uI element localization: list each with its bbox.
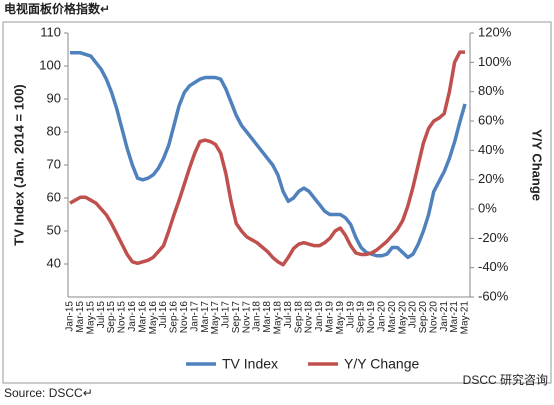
x-tick-label: Jul-19	[345, 301, 356, 329]
x-tick-label: Mar-17	[200, 301, 211, 333]
x-tick-label: May-18	[273, 301, 284, 335]
x-tick-label: Nov-18	[304, 301, 315, 334]
x-tick-label: Jan-15	[65, 301, 76, 332]
x-tick-label: Mar-18	[262, 301, 273, 333]
x-tick-label: Nov-15	[117, 301, 128, 334]
y2-tick-label: -40%	[478, 259, 509, 274]
y-tick-label: 40	[47, 255, 61, 270]
x-tick-label: Mar-15	[75, 301, 86, 333]
y2-axis-title: Y/Y Change	[530, 129, 545, 201]
x-tick-label: Jan-20	[376, 301, 387, 332]
y2-tick-label: -20%	[478, 230, 509, 245]
x-tick-label: Jul-16	[158, 301, 169, 329]
x-tick-label: Sep-17	[231, 301, 242, 334]
x-tick-label: Jul-15	[96, 301, 107, 329]
x-tick-label: Jan-18	[252, 301, 263, 332]
x-tick-label: Sep-19	[356, 301, 367, 334]
page-title: 电视面板价格指数↵	[4, 1, 110, 16]
watermark: DSCC 研究咨询	[463, 372, 548, 387]
y2-tick-label: 60%	[478, 112, 504, 127]
x-tick-label: Sep-16	[169, 301, 180, 334]
x-tick-label: Jul-20	[408, 301, 419, 329]
x-tick-label: Jul-17	[221, 301, 232, 329]
x-tick-label: Jan-19	[314, 301, 325, 332]
x-tick-label: Mar-21	[449, 301, 460, 333]
legend-label: TV Index	[222, 356, 278, 372]
y2-tick-label: 100%	[478, 54, 512, 69]
y-tick-label: 60	[47, 189, 61, 204]
series-line	[70, 51, 467, 260]
x-tick-label: Mar-16	[137, 301, 148, 333]
x-tick-label: Nov-17	[241, 301, 252, 334]
x-tick-label: May-16	[148, 301, 159, 335]
y2-tick-label: -60%	[478, 288, 509, 303]
y-tick-label: 50	[47, 222, 61, 237]
x-tick-label: Mar-20	[387, 301, 398, 333]
legend-label: Y/Y Change	[344, 356, 419, 372]
y-tick-label: 80	[47, 123, 61, 138]
y2-tick-label: 40%	[478, 142, 504, 157]
y2-tick-label: 0%	[478, 200, 497, 215]
x-tick-label: Jul-18	[283, 301, 294, 329]
x-tick-label: May-19	[335, 301, 346, 335]
x-tick-label: Sep-20	[418, 301, 429, 334]
x-tick-label: May-21	[460, 301, 471, 335]
x-tick-label: Sep-15	[106, 301, 117, 334]
x-tick-label: Jan-21	[439, 301, 450, 332]
y-tick-label: 110	[40, 24, 61, 39]
x-tick-label: May-15	[85, 301, 96, 335]
x-tick-label: Jan-16	[127, 301, 138, 332]
y-axis-title: TV Index (Jan. 2014 = 100)	[11, 84, 26, 246]
y2-tick-label: 20%	[478, 171, 504, 186]
x-tick-label: Nov-20	[428, 301, 439, 334]
x-tick-label: Nov-19	[366, 301, 377, 334]
y-tick-label: 90	[47, 90, 61, 105]
chart-frame	[2, 21, 552, 384]
y2-tick-label: 80%	[478, 83, 504, 98]
x-tick-label: Mar-19	[325, 301, 336, 333]
x-tick-label: Nov-16	[179, 301, 190, 334]
x-tick-label: May-20	[397, 301, 408, 335]
x-tick-label: Jan-17	[189, 301, 200, 332]
series-line	[69, 50, 465, 267]
source: Source: DSCC↵	[4, 386, 93, 400]
x-tick-label: May-17	[210, 301, 221, 335]
y-tick-label: 100	[39, 57, 61, 72]
y-tick-label: 70	[47, 156, 61, 171]
x-tick-label: Sep-18	[293, 301, 304, 334]
y2-tick-label: 120%	[478, 24, 512, 39]
